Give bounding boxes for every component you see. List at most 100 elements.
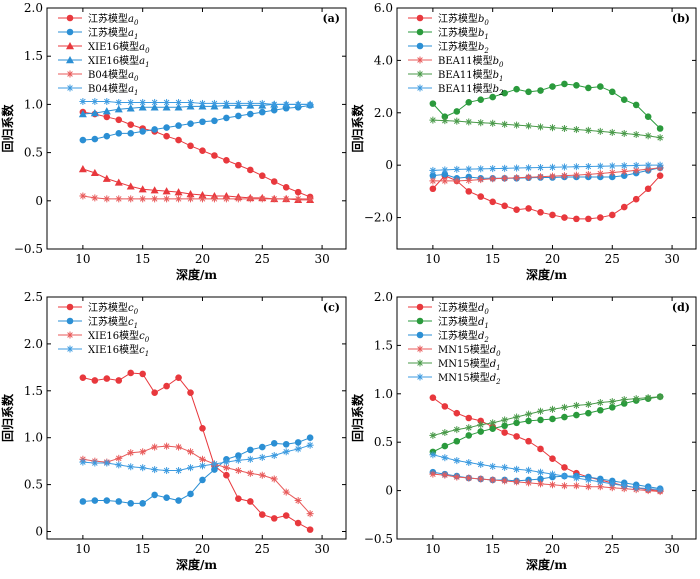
data-point [102,107,111,115]
data-point [572,482,580,490]
data-point [537,480,545,488]
y-tick-label: 2.0 [24,337,43,351]
x-tick-label: 20 [195,542,210,556]
data-point [620,396,628,404]
data-point [549,455,556,462]
y-tick-label: 1.0 [24,97,43,111]
data-point [477,193,485,200]
data-point [198,99,206,107]
data-point [270,178,278,185]
legend-label: XIE16模型c0 [88,329,150,344]
data-point [441,117,449,125]
data-point [187,142,194,150]
data-point [235,112,242,120]
x-tick-label: 25 [255,252,270,266]
data-point [174,103,183,111]
data-point [282,448,290,456]
data-point [282,100,290,108]
data-point [294,439,302,446]
data-point [258,108,266,116]
data-point [138,185,147,193]
data-point [114,105,123,113]
legend-marker [416,373,424,381]
legend-label: B04模型a0 [88,68,139,83]
data-point [489,175,497,183]
data-point [139,195,147,203]
data-point [258,471,266,479]
data-point [441,403,449,410]
data-point [198,195,206,203]
data-point [597,214,604,221]
data-point [151,491,158,499]
data-point [115,377,123,384]
data-point [127,195,135,203]
data-point [270,195,278,203]
data-point [513,478,521,486]
legend-label: 江苏模型d2 [438,329,489,344]
data-point [114,178,123,186]
legend-label: 江苏模型d1 [438,315,489,330]
data-point [115,130,123,137]
data-point [175,122,182,129]
data-point [548,163,556,171]
data-point [620,162,628,170]
data-point [199,476,206,484]
data-point [175,443,183,451]
data-point [247,498,254,505]
data-point [429,166,437,174]
data-point [270,106,278,114]
y-tick-label: 0.5 [24,478,43,492]
data-point [223,471,230,479]
data-point [103,375,111,382]
data-point [282,195,290,203]
data-point [199,425,206,432]
panel-label: (b) [672,12,690,25]
series-line [82,372,311,531]
data-point [453,473,461,481]
data-point [199,147,206,154]
data-point [584,476,592,484]
data-point [465,414,473,422]
data-point [537,416,544,424]
data-point [79,98,87,106]
data-point [163,132,170,140]
data-point [620,167,628,175]
data-point [234,99,242,107]
data-point [163,195,171,203]
panel-label: (d) [672,301,690,314]
data-point [561,464,568,471]
legend-label: BEA11模型b0 [438,54,504,69]
data-point [163,382,170,390]
data-point [103,113,111,121]
data-point [222,99,230,107]
data-point [620,96,628,103]
data-point [441,177,449,185]
y-tick-label: 4.0 [374,53,393,67]
data-point [525,88,532,96]
data-point [187,448,195,456]
data-point [79,136,87,144]
data-point [537,209,544,216]
data-point [501,174,509,182]
x-tick-label: 15 [135,542,150,556]
panel-label: (c) [323,301,340,314]
x-tick-label: 20 [545,542,560,556]
data-point [513,419,520,427]
data-point [163,467,171,475]
legend-label: 江苏模型b1 [438,26,489,41]
data-point [537,407,545,415]
data-point [306,434,314,441]
data-point [79,498,87,505]
data-point [573,411,580,419]
data-point [537,123,545,131]
data-point [429,431,437,439]
data-point [465,165,473,173]
data-point [102,174,111,182]
data-point [560,163,568,171]
data-point [270,452,278,460]
data-point [429,394,437,401]
legend-marker [416,56,424,64]
data-point [306,195,314,203]
data-point [560,125,568,132]
data-point [258,99,266,107]
